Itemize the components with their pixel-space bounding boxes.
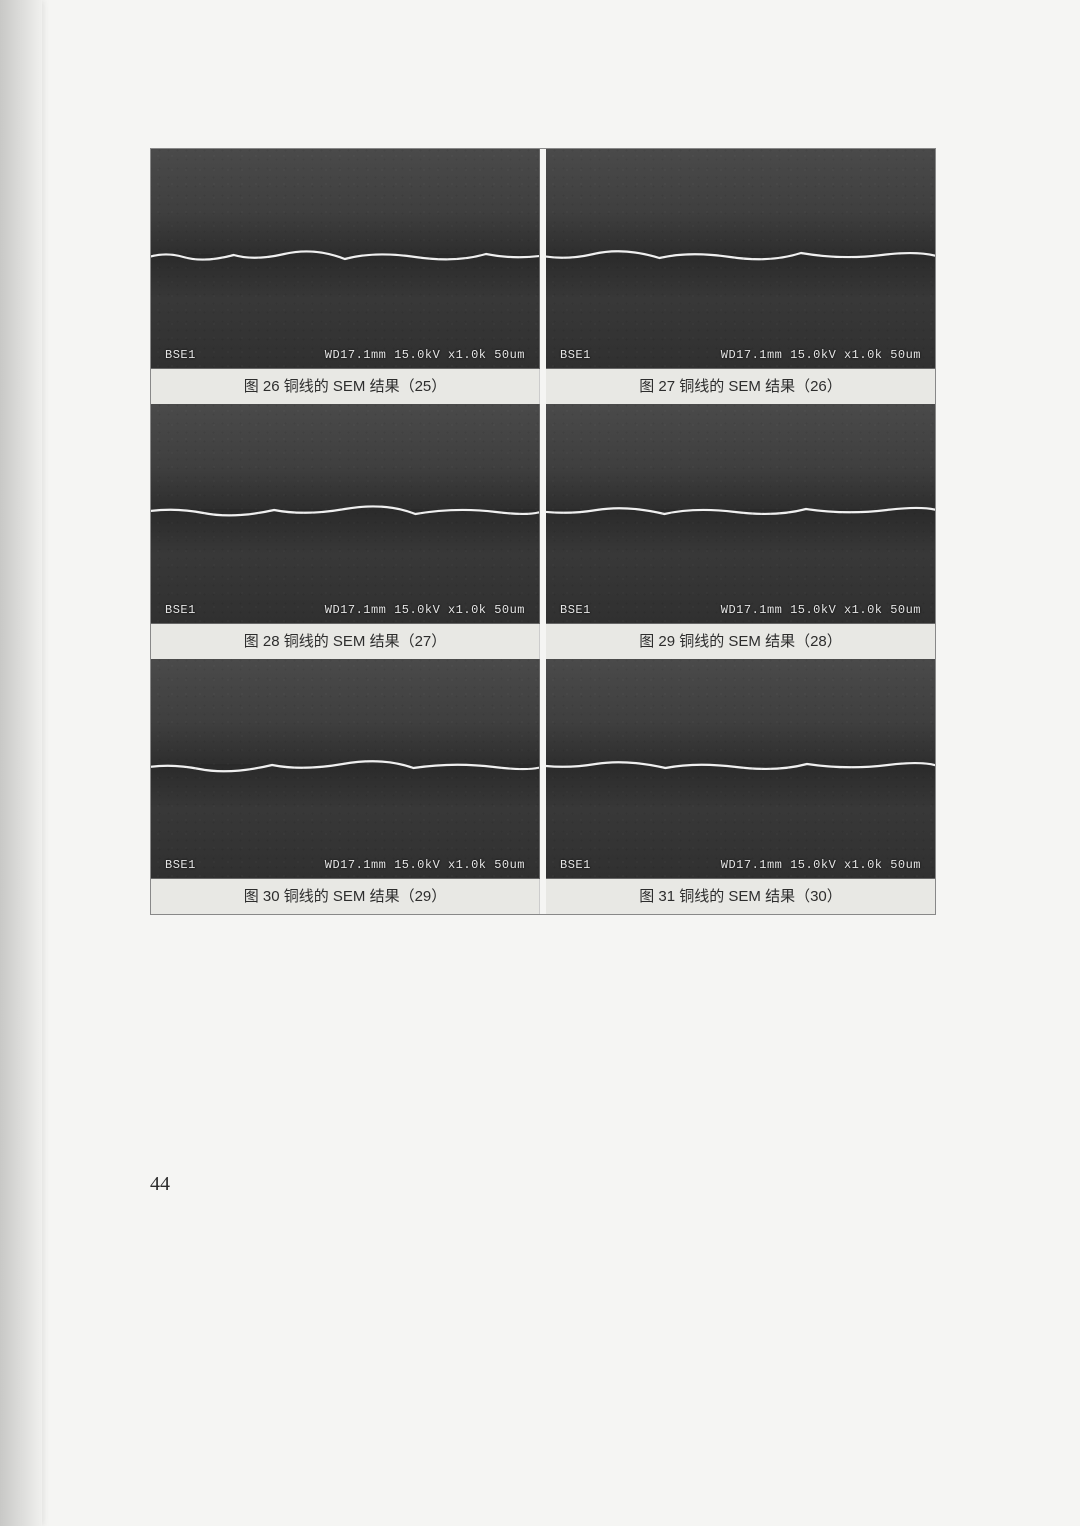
sem-params-label: WD17.1mm 15.0kV x1.0k 50um (325, 858, 525, 872)
figure-cell-26: BSE1 WD17.1mm 15.0kV x1.0k 50um 图 26 铜线的… (151, 149, 540, 404)
sem-image-31: BSE1 WD17.1mm 15.0kV x1.0k 50um (546, 659, 935, 879)
sem-image-26: BSE1 WD17.1mm 15.0kV x1.0k 50um (151, 149, 540, 369)
sem-params-label: WD17.1mm 15.0kV x1.0k 50um (721, 603, 921, 617)
book-spine-shadow (0, 0, 42, 1526)
sem-image-29: BSE1 WD17.1mm 15.0kV x1.0k 50um (546, 404, 935, 624)
sem-params-label: WD17.1mm 15.0kV x1.0k 50um (721, 348, 921, 362)
sem-overlay-text: BSE1 WD17.1mm 15.0kV x1.0k 50um (546, 603, 935, 617)
figure-caption-26: 图 26 铜线的 SEM 结果（25） (151, 369, 540, 404)
sem-overlay-text: BSE1 WD17.1mm 15.0kV x1.0k 50um (151, 858, 539, 872)
figure-caption-31: 图 31 铜线的 SEM 结果（30） (546, 879, 935, 914)
sem-overlay-text: BSE1 WD17.1mm 15.0kV x1.0k 50um (151, 348, 539, 362)
sem-figure-grid: BSE1 WD17.1mm 15.0kV x1.0k 50um 图 26 铜线的… (150, 148, 936, 915)
sem-grain-texture (546, 149, 935, 368)
figure-cell-30: BSE1 WD17.1mm 15.0kV x1.0k 50um 图 30 铜线的… (151, 659, 540, 914)
sem-detector-label: BSE1 (560, 603, 591, 617)
figure-caption-27: 图 27 铜线的 SEM 结果（26） (546, 369, 935, 404)
sem-image-30: BSE1 WD17.1mm 15.0kV x1.0k 50um (151, 659, 540, 879)
sem-detector-label: BSE1 (165, 858, 196, 872)
sem-detector-label: BSE1 (165, 348, 196, 362)
figure-cell-28: BSE1 WD17.1mm 15.0kV x1.0k 50um 图 28 铜线的… (151, 404, 540, 659)
sem-grain-texture (151, 149, 539, 368)
sem-overlay-text: BSE1 WD17.1mm 15.0kV x1.0k 50um (546, 348, 935, 362)
figure-cell-31: BSE1 WD17.1mm 15.0kV x1.0k 50um 图 31 铜线的… (546, 659, 935, 914)
sem-detector-label: BSE1 (560, 348, 591, 362)
sem-grain-texture (151, 659, 539, 878)
figure-caption-28: 图 28 铜线的 SEM 结果（27） (151, 624, 540, 659)
figure-caption-29: 图 29 铜线的 SEM 结果（28） (546, 624, 935, 659)
figure-cell-27: BSE1 WD17.1mm 15.0kV x1.0k 50um 图 27 铜线的… (546, 149, 935, 404)
sem-params-label: WD17.1mm 15.0kV x1.0k 50um (721, 858, 921, 872)
sem-image-28: BSE1 WD17.1mm 15.0kV x1.0k 50um (151, 404, 540, 624)
sem-detector-label: BSE1 (165, 603, 196, 617)
page-content: BSE1 WD17.1mm 15.0kV x1.0k 50um 图 26 铜线的… (150, 148, 936, 915)
sem-grain-texture (151, 404, 539, 623)
sem-image-27: BSE1 WD17.1mm 15.0kV x1.0k 50um (546, 149, 935, 369)
figure-caption-30: 图 30 铜线的 SEM 结果（29） (151, 879, 540, 914)
sem-detector-label: BSE1 (560, 858, 591, 872)
figure-cell-29: BSE1 WD17.1mm 15.0kV x1.0k 50um 图 29 铜线的… (546, 404, 935, 659)
sem-overlay-text: BSE1 WD17.1mm 15.0kV x1.0k 50um (151, 603, 539, 617)
sem-grain-texture (546, 404, 935, 623)
sem-params-label: WD17.1mm 15.0kV x1.0k 50um (325, 603, 525, 617)
sem-params-label: WD17.1mm 15.0kV x1.0k 50um (325, 348, 525, 362)
sem-overlay-text: BSE1 WD17.1mm 15.0kV x1.0k 50um (546, 858, 935, 872)
sem-grain-texture (546, 659, 935, 878)
page-number: 44 (150, 1173, 170, 1196)
